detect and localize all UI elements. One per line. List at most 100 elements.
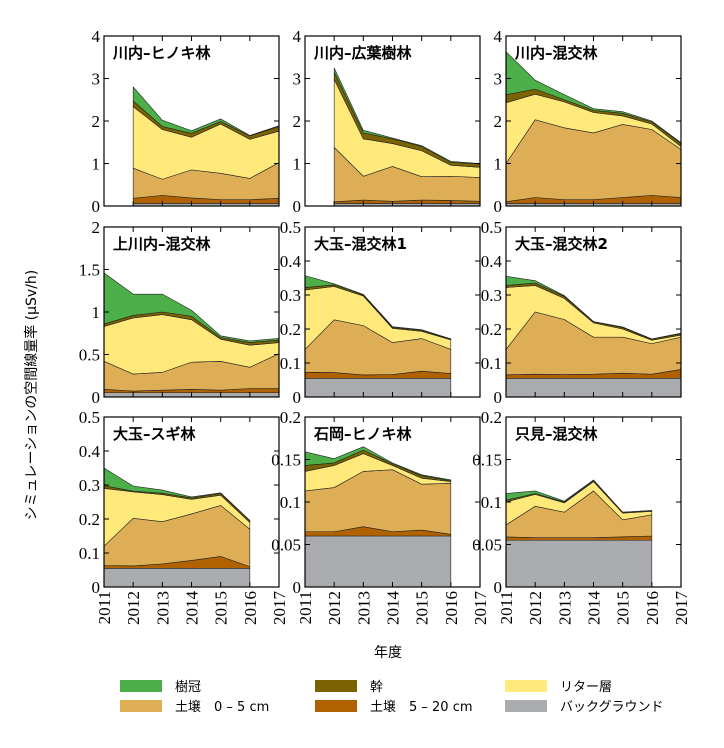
y-tick-label: 0 (293, 578, 302, 597)
y-tick-label: 1 (293, 155, 302, 174)
legend-swatch (315, 700, 357, 712)
legend-label: 樹冠 (175, 680, 201, 695)
y-tick-label: 2 (293, 112, 302, 131)
panel-title: 川内–ヒノキ林 (112, 44, 212, 62)
panel-7: 0 0.1 0.2 0.3 0.4 0.5 2011 2012 2013 2014 2015 2016… (79, 408, 289, 625)
y-tick-label: 0.4 (481, 252, 503, 271)
y-tick-label: 3 (92, 70, 101, 89)
y-tick-label: 0 (92, 578, 101, 597)
y-tick-label: 0 (494, 197, 503, 216)
legend-item-trunk: 幹 (315, 679, 383, 695)
area-canopy (505, 479, 652, 513)
legend-label: 土壌 5 – 20 cm (370, 700, 473, 715)
y-tick-label: 0.05 (472, 536, 502, 555)
x-tick-label: 2017 (672, 591, 691, 626)
legend-item-litter: リター層 (505, 680, 612, 695)
y-tick-label: 3 (494, 70, 503, 89)
y-tick-label: 0.5 (79, 346, 100, 365)
area-bg (304, 535, 452, 588)
x-tick-label: 2012 (526, 591, 545, 625)
y-tick-label: 0.3 (481, 286, 502, 305)
panel-title: 川内–混交林 (514, 44, 599, 62)
legend-label: 土壌 0 – 5 cm (175, 700, 269, 715)
y-tick-label: 0.1 (481, 354, 502, 373)
x-tick-label: 2013 (555, 591, 574, 625)
x-tick-label: 2011 (95, 591, 114, 624)
panel-title: 上川内–混交林 (113, 235, 212, 253)
y-tick-label: 0.5 (79, 408, 100, 427)
x-tick-label: 2016 (241, 591, 260, 625)
panel-3: 0 1 2 3 4 川内–混交林 (494, 27, 682, 216)
x-tick-label: 2013 (354, 591, 373, 625)
area-canopy (103, 467, 251, 522)
legend-item-s520: 土壌 5 – 20 cm (315, 700, 473, 715)
legend-swatch (120, 700, 162, 712)
x-tick-label: 2012 (325, 591, 344, 625)
legend-label: バックグラウンド (560, 700, 663, 715)
x-tick-label: 2012 (124, 591, 143, 625)
x-tick-label: 2016 (442, 591, 461, 625)
legend-item-canopy: 樹冠 (120, 680, 201, 695)
x-tick-label: 2015 (212, 591, 231, 625)
y-tick-label: 0 (293, 388, 302, 407)
x-axis-label: 年度 (374, 645, 402, 661)
x-tick-label: 2015 (413, 591, 432, 625)
panel-title: 石岡–ヒノキ林 (313, 425, 413, 443)
y-tick-label: 1.5 (79, 261, 100, 280)
x-tick-label: 2014 (183, 591, 202, 626)
y-tick-label: 4 (293, 27, 302, 46)
area-bg (505, 539, 653, 588)
y-tick-label: 0.2 (280, 320, 301, 339)
x-tick-label: 2011 (497, 591, 516, 624)
y-tick-label: 1 (92, 303, 101, 322)
panel-6: 0 0.1 0.2 0.3 0.4 0.5 大玉–混交林2 (481, 218, 682, 407)
y-tick-label: 0 (92, 197, 101, 216)
y-tick-label: 0.5 (280, 218, 301, 237)
y-tick-label: 0 (92, 388, 101, 407)
y-tick-label: 3 (293, 70, 302, 89)
x-tick-label: 2017 (471, 591, 490, 626)
area-bg (304, 378, 452, 398)
y-tick-label: 0.5 (481, 218, 502, 237)
panel-title: 川内–広葉樹林 (313, 44, 413, 62)
x-tick-label: 2015 (614, 591, 633, 625)
y-tick-label: 0.15 (271, 451, 301, 470)
y-tick-label: 0.1 (481, 493, 502, 512)
y-tick-label: 4 (92, 27, 101, 46)
panel-9: 0 0.05 0.1 0.15 0.2 2011 2012 2013 2014 2015 2016 2… (472, 408, 691, 625)
legend-swatch (315, 680, 357, 692)
panel-1: 0 1 2 3 4 川内–ヒノキ林 (92, 27, 280, 216)
y-tick-label: 1 (92, 155, 101, 174)
legend-item-s05: 土壌 0 – 5 cm (120, 700, 269, 715)
panel-title: 大玉–混交林1 (314, 235, 407, 253)
y-tick-label: 0.05 (271, 536, 301, 555)
panel-title: 大玉–混交林2 (515, 235, 608, 253)
y-tick-label: 0.2 (481, 408, 502, 427)
panel-4: 0 0.5 1 1.5 2 上川内–混交林 (79, 218, 280, 407)
y-tick-label: 0 (293, 197, 302, 216)
y-tick-label: 0.1 (280, 493, 301, 512)
x-tick-label: 2017 (270, 591, 289, 626)
y-tick-label: 0 (494, 388, 503, 407)
panel-title: 只見–混交林 (515, 425, 599, 443)
legend-label: 幹 (370, 679, 383, 695)
y-tick-label: 0.1 (79, 544, 100, 563)
y-tick-label: 2 (92, 218, 101, 237)
panel-title: 大玉–スギ林 (113, 425, 197, 443)
y-tick-label: 0.3 (280, 286, 301, 305)
x-tick-label: 2016 (643, 591, 662, 625)
y-tick-label: 0.3 (79, 476, 100, 495)
legend-swatch (120, 680, 162, 692)
legend-item-bg: バックグラウンド (505, 700, 663, 715)
x-tick-label: 2014 (384, 591, 403, 626)
panel-5: 0 0.1 0.2 0.3 0.4 0.5 大玉–混交林1 (280, 218, 481, 407)
y-tick-label: 4 (494, 27, 503, 46)
x-tick-label: 2014 (585, 591, 604, 626)
y-axis-label: シミュレーションの空間線量率 (μSv/h) (23, 270, 40, 520)
y-tick-label: 2 (494, 112, 503, 131)
area-bg (103, 568, 251, 588)
y-tick-label: 0.15 (472, 451, 502, 470)
y-tick-label: 0.4 (280, 252, 302, 271)
